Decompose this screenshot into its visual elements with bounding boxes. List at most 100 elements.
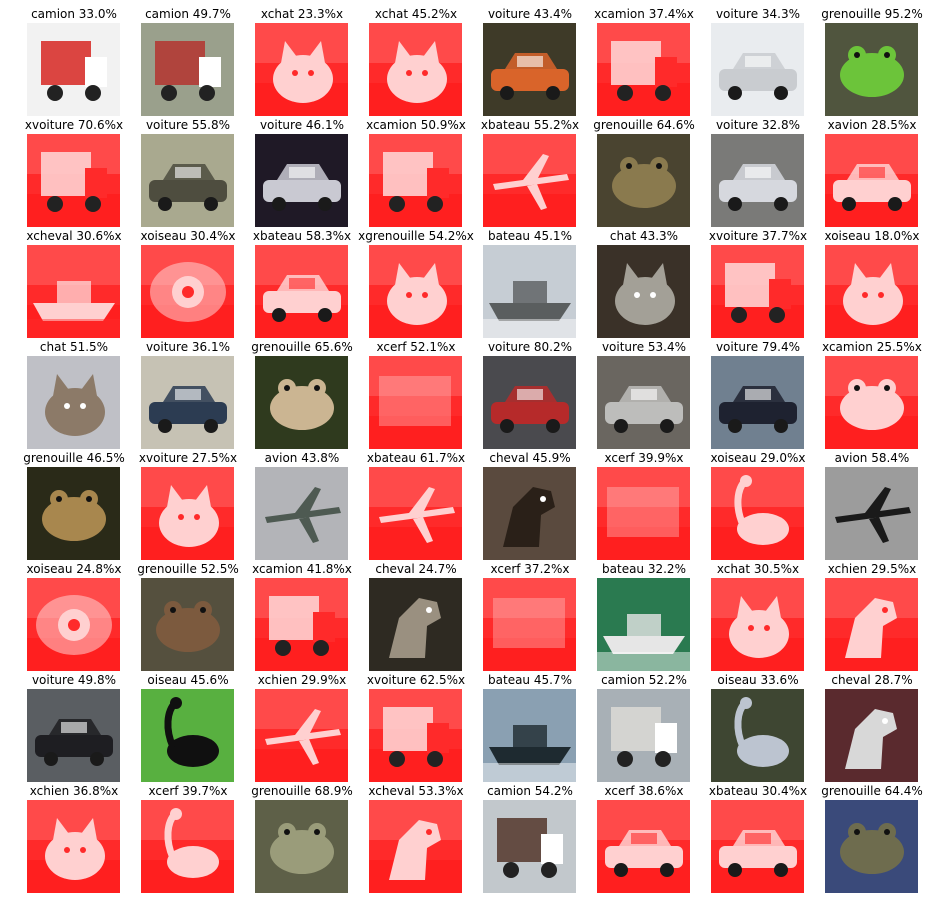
cell-label: voiture 43.4% — [487, 7, 573, 21]
thumbnail-image — [597, 800, 690, 893]
cell-label: grenouille 95.2% — [821, 7, 923, 21]
thumbnail-image — [483, 467, 576, 560]
thumbnail-image — [255, 134, 348, 227]
cell-label: xcheval 30.6%x — [26, 229, 122, 243]
thumbnail-image — [369, 467, 462, 560]
classified-thumbnail — [483, 245, 576, 338]
thumbnail-image — [27, 578, 120, 671]
cell-label: voiture 80.2% — [487, 340, 573, 354]
thumbnail-image — [255, 689, 348, 782]
misclassified-thumbnail — [711, 467, 804, 560]
cell-label: grenouille 68.9% — [251, 784, 353, 798]
cell-label: cheval 28.7% — [831, 673, 913, 687]
classified-thumbnail — [825, 689, 918, 782]
grid-cell: voiture 36.1% — [131, 336, 245, 449]
grid-cell: xoiseau 24.8%x — [17, 558, 131, 671]
cell-label: xcamion 25.5%x — [822, 340, 922, 354]
thumbnail-image — [255, 356, 348, 449]
thumbnail-image — [27, 689, 120, 782]
thumbnail-image — [483, 800, 576, 893]
grid-cell: xcheval 53.3%x — [359, 780, 473, 893]
cell-label: xcamion 50.9%x — [366, 118, 466, 132]
cell-label: xvoiture 37.7%x — [708, 229, 808, 243]
thumbnail-image — [27, 245, 120, 338]
thumbnail-image — [711, 467, 804, 560]
classified-thumbnail — [141, 23, 234, 116]
misclassified-thumbnail — [255, 578, 348, 671]
grid-cell: camion 54.2% — [473, 780, 587, 893]
thumbnail-image — [483, 134, 576, 227]
misclassified-thumbnail — [27, 245, 120, 338]
cell-label: chat 43.3% — [609, 229, 679, 243]
classified-thumbnail — [483, 689, 576, 782]
thumbnail-image — [711, 245, 804, 338]
cell-label: xbateau 58.3%x — [252, 229, 352, 243]
grid-cell: xcamion 50.9%x — [359, 114, 473, 227]
thumbnail-image — [597, 23, 690, 116]
cell-label: oiseau 45.6% — [147, 673, 229, 687]
cell-label: xoiseau 30.4%x — [140, 229, 236, 243]
thumbnail-image — [597, 578, 690, 671]
misclassified-thumbnail — [825, 578, 918, 671]
thumbnail-image — [711, 578, 804, 671]
classified-thumbnail — [825, 800, 918, 893]
grid-cell: xvoiture 62.5%x — [359, 669, 473, 782]
thumbnail-image — [27, 800, 120, 893]
grid-cell: camion 33.0% — [17, 3, 131, 116]
thumbnail-image — [369, 245, 462, 338]
classified-thumbnail — [711, 689, 804, 782]
grid-cell: voiture 49.8% — [17, 669, 131, 782]
misclassified-thumbnail — [27, 800, 120, 893]
classified-thumbnail — [597, 578, 690, 671]
grid-cell: xchien 29.5%x — [815, 558, 929, 671]
cell-label: voiture 36.1% — [145, 340, 231, 354]
cell-label: xchien 29.5%x — [827, 562, 917, 576]
misclassified-thumbnail — [483, 134, 576, 227]
cell-label: chat 51.5% — [39, 340, 109, 354]
cell-label: xcerf 39.9%x — [604, 451, 684, 465]
grid-cell: xcerf 38.6%x — [587, 780, 701, 893]
cell-label: bateau 45.1% — [488, 229, 572, 243]
classified-thumbnail — [483, 467, 576, 560]
grid-cell: bateau 32.2% — [587, 558, 701, 671]
thumbnail-image — [825, 689, 918, 782]
grid-cell: xbateau 30.4%x — [701, 780, 815, 893]
grid-cell: xcerf 37.2%x — [473, 558, 587, 671]
misclassified-thumbnail — [711, 245, 804, 338]
thumbnail-image — [711, 800, 804, 893]
thumbnail-image — [483, 245, 576, 338]
thumbnail-image — [711, 689, 804, 782]
cell-label: camion 33.0% — [31, 7, 117, 21]
cell-label: xcamion 41.8%x — [252, 562, 352, 576]
grid-cell: voiture 80.2% — [473, 336, 587, 449]
classified-thumbnail — [825, 23, 918, 116]
grid-cell: bateau 45.1% — [473, 225, 587, 338]
thumbnail-image — [711, 23, 804, 116]
cell-label: camion 52.2% — [601, 673, 687, 687]
grid-cell: xchat 45.2%x — [359, 3, 473, 116]
grid-cell: cheval 45.9% — [473, 447, 587, 560]
grid-cell: camion 52.2% — [587, 669, 701, 782]
cell-label: oiseau 33.6% — [717, 673, 799, 687]
cell-label: cheval 24.7% — [375, 562, 457, 576]
thumbnail-image — [711, 356, 804, 449]
cell-label: voiture 46.1% — [259, 118, 345, 132]
misclassified-thumbnail — [483, 578, 576, 671]
classified-thumbnail — [27, 689, 120, 782]
grid-cell: xavion 28.5%x — [815, 114, 929, 227]
cell-label: xcerf 52.1%x — [376, 340, 456, 354]
grid-cell: bateau 45.7% — [473, 669, 587, 782]
classified-thumbnail — [369, 578, 462, 671]
thumbnail-image — [27, 23, 120, 116]
cell-label: xcerf 38.6%x — [604, 784, 684, 798]
classified-thumbnail — [255, 134, 348, 227]
classified-thumbnail — [483, 800, 576, 893]
grid-cell: cheval 28.7% — [815, 669, 929, 782]
cell-label: xoiseau 24.8%x — [26, 562, 122, 576]
cell-label: grenouille 64.6% — [593, 118, 695, 132]
grid-cell: xoiseau 29.0%x — [701, 447, 815, 560]
thumbnail-image — [825, 134, 918, 227]
classified-thumbnail — [255, 467, 348, 560]
cell-label: camion 49.7% — [145, 7, 231, 21]
grid-cell: xcerf 39.7%x — [131, 780, 245, 893]
